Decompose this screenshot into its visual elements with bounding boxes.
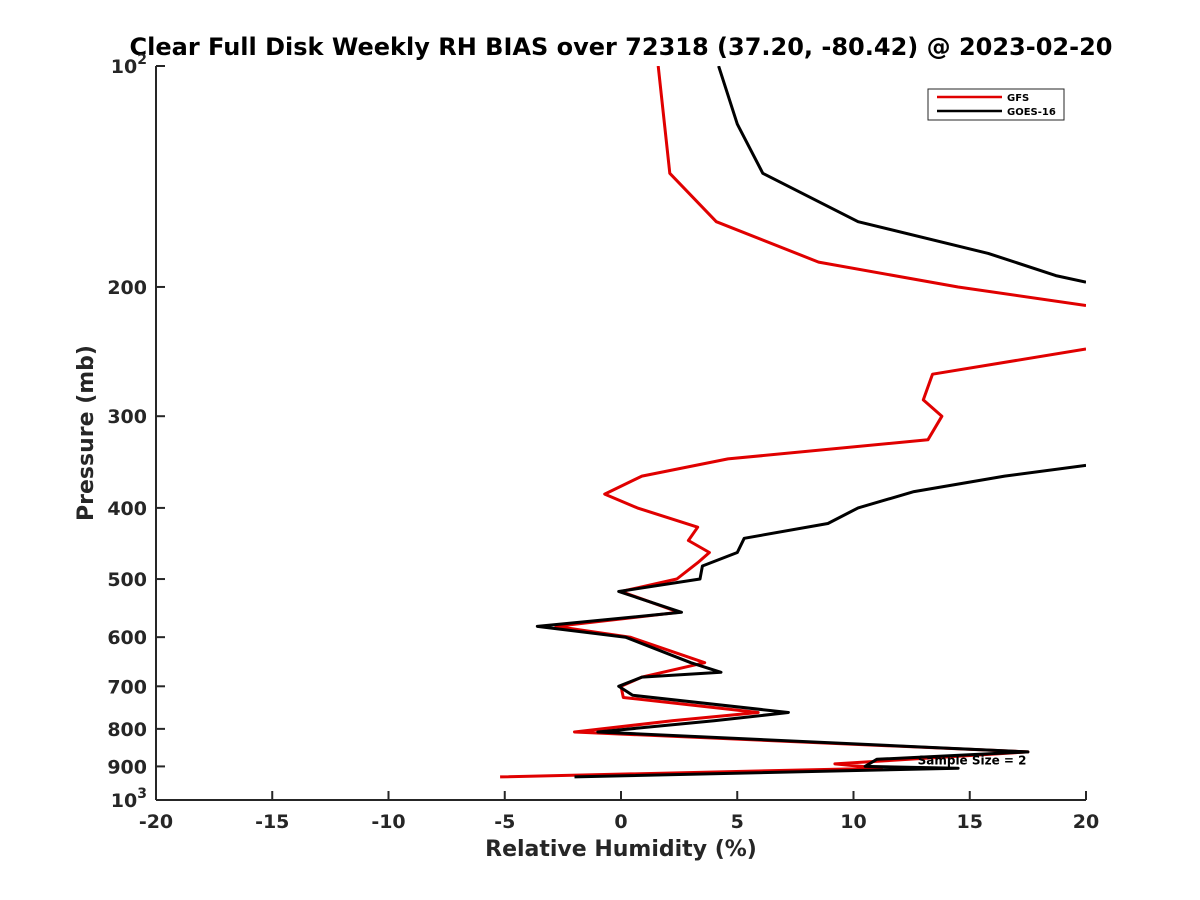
- y-tick-label: 500: [107, 569, 147, 591]
- chart-title: Clear Full Disk Weekly RH BIAS over 7231…: [130, 33, 1113, 61]
- y-tick-label: 900: [107, 756, 147, 778]
- x-tick-label: 5: [731, 811, 744, 833]
- x-tick-label: -15: [255, 811, 289, 833]
- x-axis-label: Relative Humidity (%): [485, 837, 757, 862]
- series-layer: [500, 66, 1086, 779]
- x-tick-label: 20: [1073, 811, 1099, 833]
- y-tick-label: 800: [107, 719, 147, 741]
- legend-label-gfs: GFS: [1007, 93, 1029, 104]
- legend-box: [927, 88, 1065, 121]
- x-tick-label: 15: [957, 811, 983, 833]
- x-tick-label: -5: [494, 811, 515, 833]
- x-tick-label: 0: [614, 811, 627, 833]
- series-line-gfs-1: [656, 66, 1086, 307]
- y-axis-label: Pressure (mb): [74, 345, 99, 521]
- series-line-goes16-2: [535, 463, 1086, 779]
- annotation-layer: Sample Size = 2: [918, 754, 1027, 768]
- legend: GFS GOES-16: [927, 88, 1065, 121]
- y-tick-label: 400: [107, 498, 147, 520]
- y-tick-label: 700: [107, 676, 147, 698]
- legend-label-goes16: GOES-16: [1007, 107, 1056, 118]
- y-tick-label: 200: [107, 277, 147, 299]
- y-tick-label: 103: [111, 786, 147, 812]
- y-tick-label: 300: [107, 406, 147, 428]
- x-tick-label: 10: [840, 811, 866, 833]
- ticks-layer: -20 -15 -10 -5 0 5 10 15 20 102 200 300 400 500 600 700…: [107, 52, 1099, 833]
- x-tick-label: -10: [371, 811, 405, 833]
- x-tick-label: -20: [139, 811, 173, 833]
- y-tick-label: 102: [111, 52, 147, 78]
- y-tick-label: 600: [107, 627, 147, 649]
- series-line-goes16-1: [717, 66, 1086, 284]
- sample-size-annotation: Sample Size = 2: [918, 754, 1027, 768]
